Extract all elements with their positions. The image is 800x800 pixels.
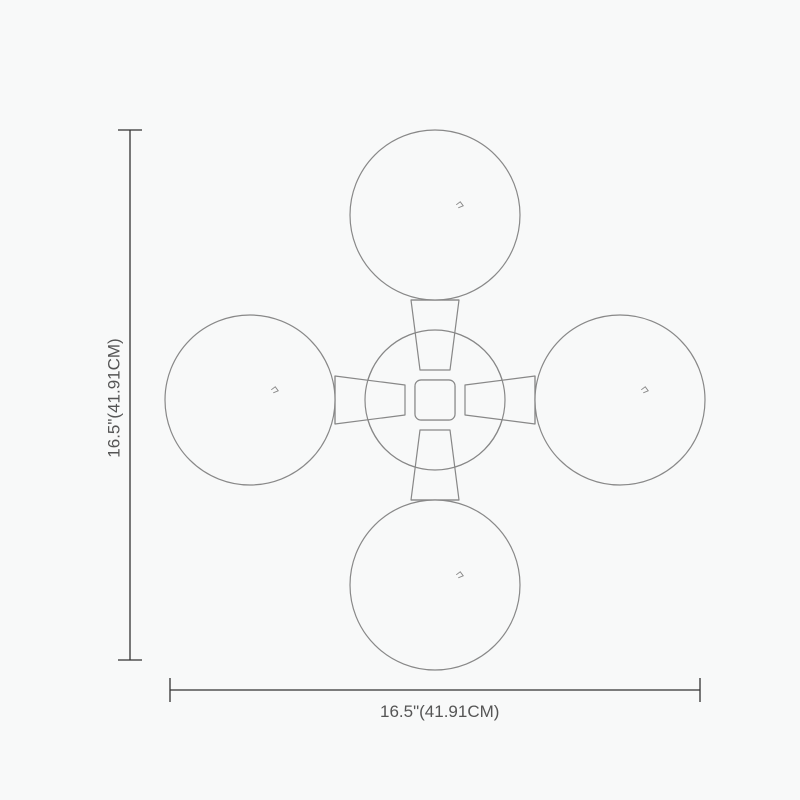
diagram-canvas: 16.5"(41.91CM) 16.5"(41.91CM) — [0, 0, 800, 800]
width-dimension-label: 16.5"(41.91CM) — [380, 702, 499, 722]
height-dimension-label: 16.5"(41.91CM) — [105, 338, 125, 457]
